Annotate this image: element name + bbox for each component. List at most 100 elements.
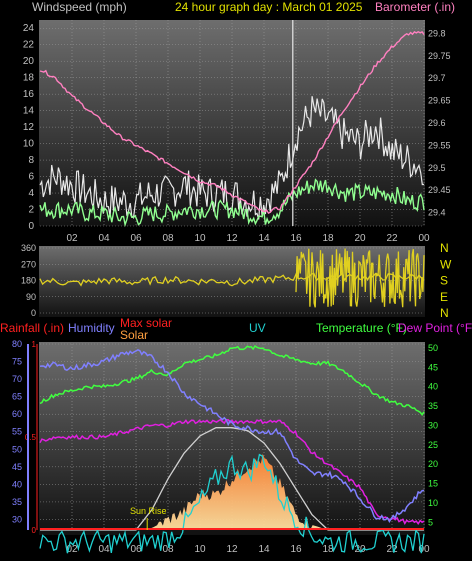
humidity-y-tick: 65: [12, 392, 22, 402]
x-tick-label: 22: [386, 544, 398, 555]
barometer-y-tick: 29.45: [428, 185, 451, 195]
humidity-y-tick: 35: [12, 497, 22, 507]
barometer-y-tick: 29.4: [428, 208, 446, 218]
temperature-y-tick: 45: [428, 362, 438, 372]
compass-label: W: [440, 257, 452, 271]
barometer-y-tick: 29.75: [428, 51, 451, 61]
wind-y-tick: 12: [23, 122, 35, 133]
x-tick-label: 14: [258, 233, 270, 244]
humidity-y-tick: 55: [12, 427, 22, 437]
humidity-line: [39, 348, 425, 524]
temperature-line: [39, 344, 425, 416]
x-tick-label: 16: [290, 233, 302, 244]
compass-label: N: [440, 306, 449, 320]
dew-point-legend: Dew Point (°F): [398, 321, 472, 335]
x-tick-label: 06: [130, 544, 142, 555]
direction-line: [39, 272, 425, 287]
temperature-y-tick: 5: [428, 517, 433, 527]
temperature-chart: 8075706560555045403530504540353025201510…: [12, 339, 438, 555]
temperature-y-tick: 50: [428, 343, 438, 353]
direction-y-tick: 270: [21, 259, 36, 269]
wind-y-tick: 0: [28, 221, 34, 232]
x-tick-label: 04: [98, 544, 110, 555]
wind-y-tick: 24: [23, 23, 35, 34]
x-tick-label: 02: [66, 233, 78, 244]
x-tick-label: 08: [162, 544, 174, 555]
wind-y-tick: 2: [28, 205, 34, 216]
solar-area: [40, 453, 424, 530]
wind-y-tick: 18: [23, 73, 35, 84]
barometer-y-tick: 29.8: [428, 28, 446, 38]
wind-y-tick: 14: [23, 106, 35, 117]
wind-y-tick: 4: [28, 188, 34, 199]
barometer-y-tick: 29.5: [428, 163, 446, 173]
temperature-y-tick: 20: [428, 459, 438, 469]
x-tick-label: 22: [386, 233, 398, 244]
x-tick-label: 00: [418, 233, 430, 244]
wind-y-tick: 16: [23, 89, 35, 100]
humidity-y-tick: 70: [12, 374, 22, 384]
x-tick-label: 16: [290, 544, 302, 555]
x-tick-label: 02: [66, 544, 78, 555]
direction-y-tick: 360: [21, 243, 36, 253]
x-tick-label: 10: [194, 544, 206, 555]
humidity-legend: Humidity: [68, 321, 115, 335]
uv-line: [39, 453, 425, 554]
x-tick-label: 14: [258, 544, 270, 555]
temperature-y-tick: 40: [428, 382, 438, 392]
dew-point-line: [39, 418, 425, 526]
wind-y-tick: 22: [23, 40, 35, 51]
temperature-y-tick: 15: [428, 479, 438, 489]
wind-y-tick: 6: [28, 172, 34, 183]
humidity-y-tick: 40: [12, 479, 22, 489]
direction-panel: [39, 246, 425, 317]
wind-y-tick: 10: [23, 139, 35, 150]
x-tick-label: 00: [418, 544, 430, 555]
wind-chart: 02468101214161820222429.429.4529.529.552…: [23, 20, 451, 244]
temperature-legend: Temperature (°F): [316, 321, 407, 335]
barometer-y-tick: 29.6: [428, 118, 446, 128]
temperature-y-tick: 30: [428, 420, 438, 430]
barometer-line: [39, 31, 425, 214]
rain-y-tick: 0.5: [25, 433, 37, 442]
solar-legend: Solar: [120, 328, 148, 342]
direction-chart: 360 N 270 W 180 S 90 E 0 N: [21, 241, 452, 320]
x-tick-label: 20: [354, 233, 366, 244]
humidity-y-tick: 60: [12, 409, 22, 419]
sunrise-annotation: Sun Rise: [130, 506, 167, 516]
direction-y-tick: 90: [26, 292, 36, 302]
temperature-y-tick: 10: [428, 498, 438, 508]
direction-line-gusty: [295, 248, 425, 308]
x-tick-label: 10: [194, 233, 206, 244]
rain-y-tick: 1: [32, 340, 37, 349]
barometer-y-tick: 29.65: [428, 96, 451, 106]
humidity-y-tick: 75: [12, 357, 22, 367]
rainfall-legend: Rainfall (.in): [0, 321, 64, 335]
x-tick-label: 04: [98, 233, 110, 244]
x-tick-label: 18: [322, 233, 334, 244]
x-tick-label: 06: [130, 233, 142, 244]
humidity-y-tick: 80: [12, 339, 22, 349]
compass-label: S: [440, 274, 448, 288]
humidity-y-tick: 30: [12, 514, 22, 524]
barometer-y-tick: 29.7: [428, 73, 446, 83]
x-tick-label: 08: [162, 233, 174, 244]
x-tick-label: 12: [226, 233, 238, 244]
temperature-y-tick: 35: [428, 401, 438, 411]
windspeed-axis-title: Windspeed (mph): [32, 0, 127, 14]
compass-label: E: [440, 290, 448, 304]
max-solar-legend: Max solar: [120, 316, 172, 330]
x-tick-label: 20: [354, 544, 366, 555]
barometer-axis-title: Barometer (.in): [375, 0, 455, 14]
rain-y-tick: 0: [32, 526, 37, 535]
windspeed-line: [39, 178, 425, 228]
page-title: 24 hour graph day : March 01 2025: [175, 0, 363, 14]
temperature-y-tick: 25: [428, 440, 438, 450]
uv-legend: UV: [249, 321, 266, 335]
wind-y-tick: 8: [28, 155, 34, 166]
compass-label: N: [440, 241, 449, 255]
humidity-y-tick: 50: [12, 444, 22, 454]
barometer-y-tick: 29.55: [428, 140, 451, 150]
wind-y-tick: 20: [23, 56, 35, 67]
